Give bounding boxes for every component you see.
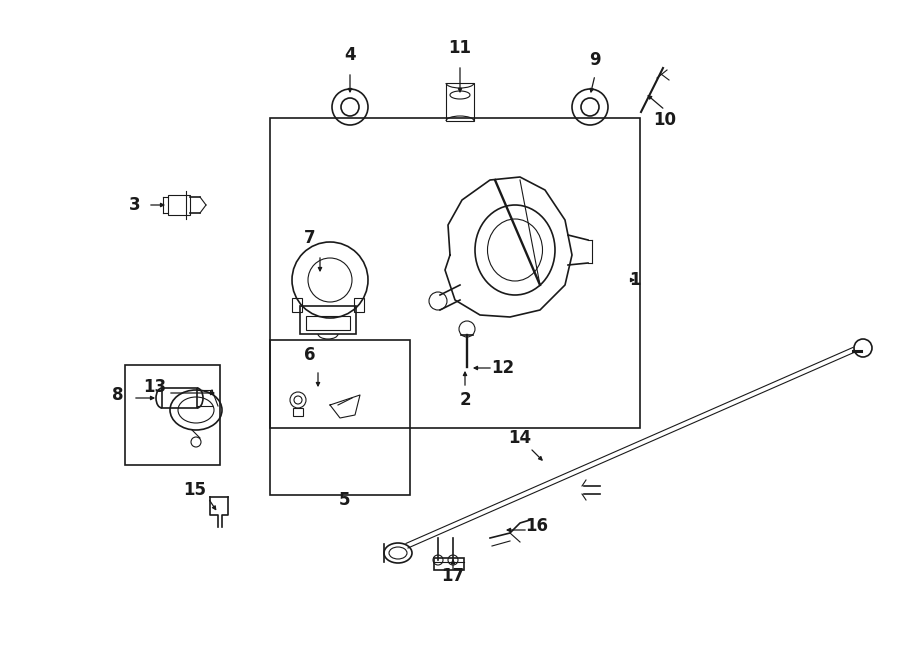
Bar bbox=[125, 365, 220, 465]
Bar bbox=[270, 118, 640, 428]
Text: 6: 6 bbox=[304, 346, 316, 364]
Text: 7: 7 bbox=[304, 229, 316, 247]
Text: 11: 11 bbox=[448, 39, 472, 57]
Text: 17: 17 bbox=[441, 567, 464, 585]
Text: 16: 16 bbox=[526, 517, 548, 535]
Bar bbox=[162, 388, 197, 408]
Text: 5: 5 bbox=[339, 491, 351, 509]
Text: 15: 15 bbox=[184, 481, 206, 499]
Bar bbox=[306, 316, 350, 330]
Bar bbox=[168, 195, 190, 215]
Bar bbox=[270, 340, 410, 495]
Text: 4: 4 bbox=[344, 46, 356, 64]
Text: 9: 9 bbox=[590, 51, 601, 69]
Text: 3: 3 bbox=[130, 196, 140, 214]
Text: 8: 8 bbox=[112, 386, 124, 404]
Bar bbox=[293, 408, 303, 416]
Bar bbox=[292, 298, 302, 312]
Text: 2: 2 bbox=[459, 391, 471, 409]
Text: 12: 12 bbox=[491, 359, 515, 377]
Bar bbox=[300, 306, 356, 334]
Bar bbox=[354, 298, 364, 312]
Text: 1: 1 bbox=[629, 271, 641, 289]
Bar bbox=[434, 558, 464, 570]
Text: 14: 14 bbox=[508, 429, 532, 447]
Text: 10: 10 bbox=[653, 111, 677, 129]
Bar bbox=[446, 83, 474, 121]
Text: 13: 13 bbox=[143, 378, 166, 396]
